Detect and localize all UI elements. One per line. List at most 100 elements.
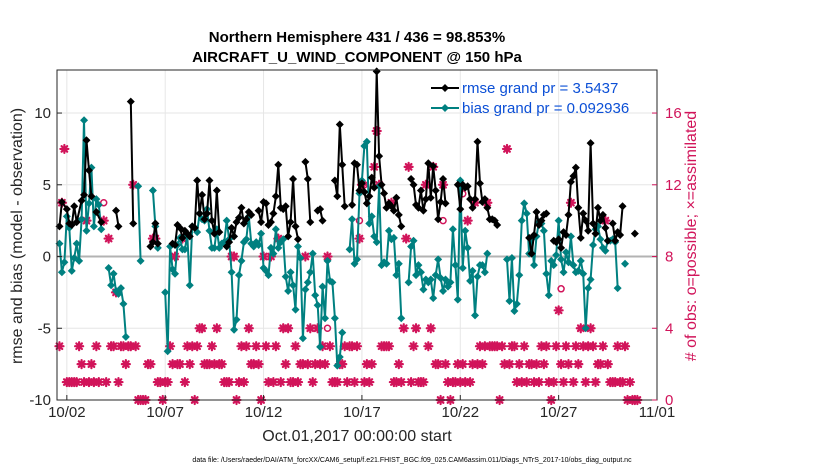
bias-point [97, 225, 106, 234]
rmse-point [380, 189, 389, 198]
rmse-point [586, 139, 595, 148]
assimilated-count-marker [211, 323, 222, 334]
rmse-point [126, 97, 135, 106]
rmse-point [70, 202, 79, 211]
asterisk-stroke [515, 360, 524, 369]
rmse-point [212, 186, 221, 195]
bias-point [365, 219, 374, 228]
assimilated-count-marker [619, 341, 631, 352]
bias-point [510, 307, 519, 316]
assimilated-count-marker [509, 341, 520, 352]
rmse-point [362, 199, 371, 208]
assimilated-count-marker [349, 376, 360, 388]
rmse-point [112, 206, 121, 215]
bias-point [161, 288, 170, 297]
assimilated-count-marker [558, 376, 569, 388]
assimilated-count-marker [393, 359, 404, 370]
bias-point [306, 268, 315, 277]
bias-point [461, 226, 470, 235]
assimilated-count-marker [573, 359, 584, 370]
assimilated-count-marker [76, 359, 87, 370]
bias-point [119, 299, 128, 308]
y2-axis-label: # of obs: o=possible; ×=assimilated [683, 111, 700, 361]
asterisk-stroke [321, 360, 329, 369]
bias-point [530, 261, 539, 270]
assimilated-count-marker [418, 376, 429, 388]
rmse-point [306, 218, 315, 227]
asterisk-stroke [284, 324, 293, 333]
rmse-point [608, 219, 617, 228]
bias-point [293, 242, 302, 251]
assimilated-count-marker [364, 376, 375, 388]
asterisk-stroke [424, 342, 433, 351]
bias-point [407, 242, 416, 251]
asterisk-stroke [252, 342, 261, 351]
legend: rmse grand pr = 3.5437 bias grand pr = 0… [431, 80, 629, 117]
rmse-point [456, 205, 465, 214]
bias-point [562, 248, 571, 257]
asterisk-stroke [230, 252, 238, 261]
bias-point [434, 255, 443, 264]
asterisk-stroke [397, 378, 406, 386]
rmse-point [542, 209, 551, 218]
asterisk-stroke [557, 360, 565, 369]
bias-point [84, 199, 93, 208]
x-axis-label: Oct.01,2017 00:00:00 start [262, 428, 452, 445]
legend-rmse-label: rmse grand pr = 3.5437 [462, 80, 618, 97]
bias-point [522, 209, 531, 218]
bias-point [121, 332, 130, 341]
rmse-point [84, 166, 93, 175]
bias-point [222, 216, 231, 225]
rmse-point [203, 209, 211, 218]
rmse-point [392, 193, 401, 202]
assimilated-count-marker [410, 323, 422, 334]
asterisk-stroke [308, 378, 317, 386]
assimilated-count-marker [196, 323, 208, 334]
rmse-point [439, 175, 448, 184]
bias-point [539, 226, 548, 235]
asterisk-stroke [353, 342, 361, 351]
rmse-point [389, 206, 398, 215]
rmse-point [377, 180, 386, 189]
rmse-point [397, 222, 406, 231]
asterisk-stroke [434, 360, 443, 369]
bias-point [471, 311, 480, 320]
assimilated-count-marker [568, 376, 579, 388]
bias-point [330, 314, 339, 323]
rmse-point [357, 179, 366, 188]
rmse-point [77, 196, 86, 205]
assimilated-count-marker [423, 341, 434, 352]
asterisk-stroke [586, 324, 595, 333]
asterisk-stroke [419, 378, 428, 386]
assimilated-count-marker [504, 359, 515, 370]
assimilated-count-marker [324, 341, 336, 352]
bias-point [298, 334, 307, 343]
chart-title: Northern Hemisphere 431 / 436 = 98.853% [209, 29, 505, 46]
asterisk-stroke [549, 378, 558, 386]
asterisk-stroke [520, 342, 529, 351]
rmse-point [195, 209, 204, 218]
bias-point [57, 268, 66, 277]
rmse-point [616, 231, 625, 239]
bias-point [60, 258, 69, 267]
plot-frame [56, 69, 658, 401]
bias-point [281, 272, 290, 281]
asterisk-stroke [185, 360, 194, 369]
bias-point [542, 269, 551, 278]
legend-bias-label: bias grand pr = 0.092936 [462, 100, 629, 117]
asterisk-stroke [72, 378, 81, 386]
assimilated-count-marker [108, 341, 119, 352]
asterisk-stroke [618, 378, 627, 386]
rmse-point [316, 205, 325, 214]
asterisk-stroke [94, 378, 103, 386]
assimilated-count-marker [519, 341, 530, 352]
asterisk-stroke [599, 342, 607, 351]
asterisk-stroke [503, 145, 511, 153]
rmse-point [333, 192, 342, 201]
bias-point [171, 269, 180, 278]
asterisk-stroke [539, 360, 548, 369]
bias-point [554, 216, 563, 225]
y-tick-label: 5 [43, 177, 51, 194]
rmse-point [571, 163, 580, 172]
rmse-point [591, 229, 600, 238]
